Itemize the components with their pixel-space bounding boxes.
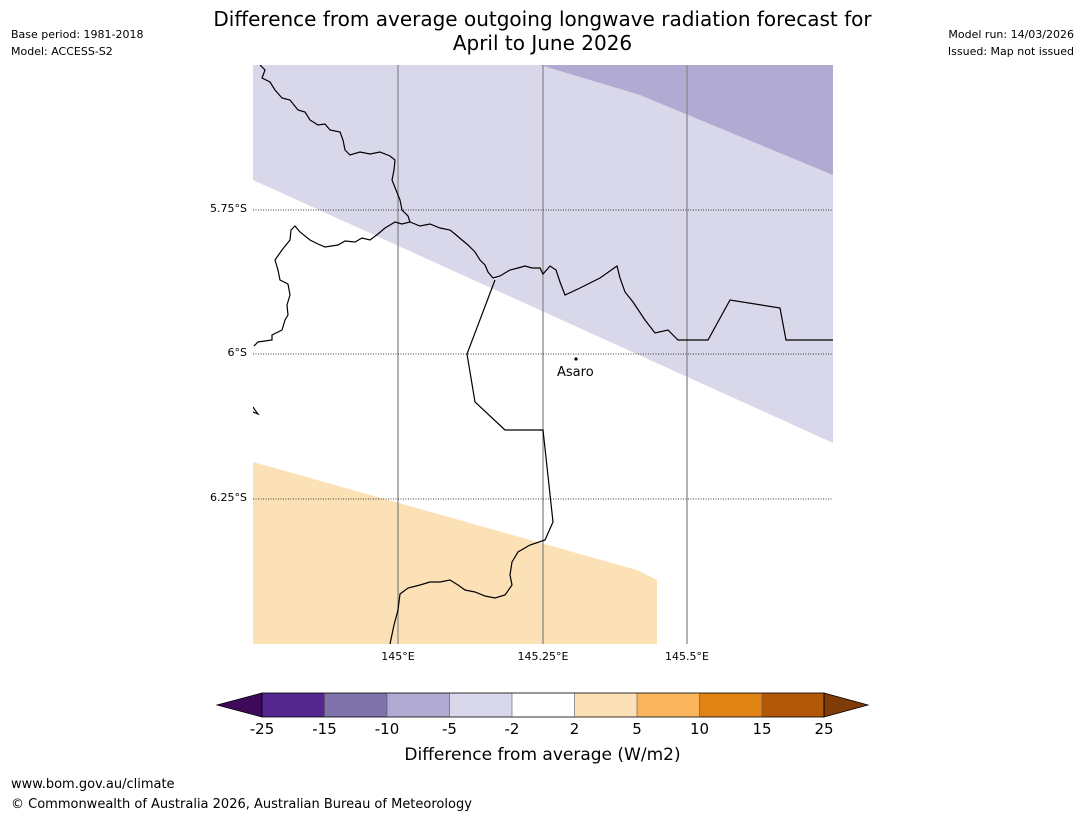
colorbar-label: 2 <box>569 720 580 738</box>
footer-copyright: © Commonwealth of Australia 2026, Austra… <box>11 797 472 812</box>
issued-text: Issued: Map not issued <box>947 45 1074 58</box>
lat-tick-5-75s: 5.75°S <box>210 202 247 215</box>
footer: www.bom.gov.au/climate © Commonwealth of… <box>11 775 472 815</box>
model-run-text: Model run: 14/03/2026 <box>948 28 1074 41</box>
lon-tick-145e: 145°E <box>381 650 415 663</box>
metadata-right: Model run: 14/03/2026 Issued: Map not is… <box>948 26 1074 60</box>
map-title: Difference from average outgoing longwav… <box>0 7 1085 55</box>
region-2-5 <box>253 462 657 644</box>
asaro-marker <box>574 357 578 361</box>
longitude-gridlines <box>397 65 688 644</box>
colorbar-label: -2 <box>504 720 520 738</box>
colorbar-label: 5 <box>632 720 642 738</box>
boundaries <box>253 65 833 644</box>
colorbar-label: 25 <box>814 720 834 738</box>
title-line-2: April to June 2026 <box>452 31 633 55</box>
lat-tick-6-25s: 6.25°S <box>210 491 247 504</box>
model-text: Model: ACCESS-S2 <box>11 45 113 58</box>
lat-tick-6s: 6°S <box>227 346 247 359</box>
colorbar-label: -10 <box>374 720 400 738</box>
colorbar-label: -15 <box>312 720 337 738</box>
base-period-text: Base period: 1981-2018 <box>11 28 144 41</box>
region-minus10-minus5 <box>540 65 833 175</box>
colorbar-title: Difference from average (W/m2) <box>404 745 681 765</box>
latitude-gridlines <box>253 209 833 500</box>
colorbar-label: 10 <box>689 720 710 738</box>
title-line-1: Difference from average outgoing longwav… <box>213 7 872 31</box>
colorbar-label: 15 <box>752 720 772 738</box>
lon-tick-145-5e: 145.5°E <box>665 650 709 663</box>
footer-url: www.bom.gov.au/climate <box>11 777 175 792</box>
colorbar-label: -5 <box>442 720 457 738</box>
place-label-asaro: Asaro <box>557 365 594 380</box>
lon-tick-145-25e: 145.25°E <box>517 650 569 663</box>
metadata-left: Base period: 1981-2018 Model: ACCESS-S2 <box>11 26 143 60</box>
colorbar-label: -25 <box>249 720 275 738</box>
